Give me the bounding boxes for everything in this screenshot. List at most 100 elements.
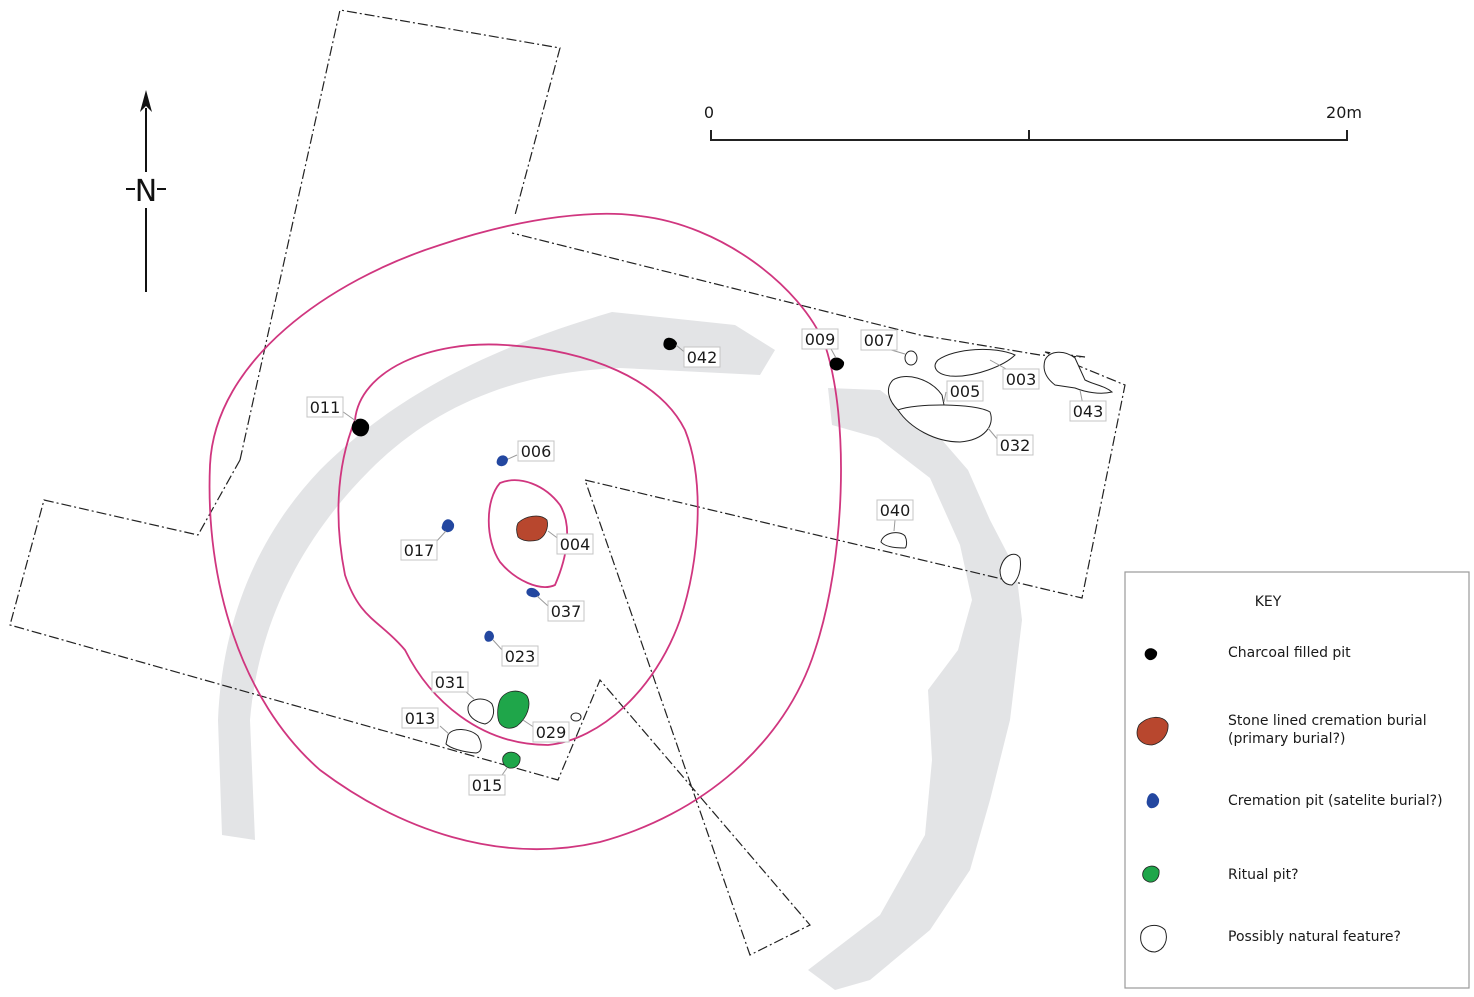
feature-label-text: 043 [1073,402,1104,421]
key-label-burial-line2: (primary burial?) [1228,731,1345,747]
feature-label: 011 [306,396,344,418]
feature-label-box [876,499,914,521]
natural-outlines [445,348,1114,754]
feature-label: 023 [501,645,539,667]
feature-label-text: 037 [551,602,582,621]
feature-032-outline [897,404,992,443]
feature-label: 009 [801,328,839,350]
feature-label-box [1069,400,1107,422]
feature-label-box [801,328,839,350]
feature-label-text: 013 [405,709,436,728]
north-arrow: N [126,90,166,292]
key-label-cremation: Cremation pit (satelite burial?) [1228,793,1443,809]
key-box [1124,571,1470,989]
feature-label-box [946,380,984,402]
feature-label-box [431,671,469,693]
rings [208,212,842,851]
feature-label-box [860,329,898,351]
feature-label-box [683,346,721,368]
middle-ring [337,343,699,746]
key-cremation-icon [1146,793,1160,809]
pit-015 [502,751,521,769]
feature-label: 037 [547,600,585,622]
feature-label: 004 [556,533,594,555]
pit-006 [496,455,508,467]
feature-label: 005 [946,380,984,402]
feature-label-box [556,533,594,555]
feature-small-natural [570,712,582,722]
key-charcoal-icon [1144,648,1158,661]
trench-north [239,9,561,461]
key-label-ritual: Ritual pit? [1228,867,1299,883]
key-label-burial-line1: Stone lined cremation burial [1228,713,1427,729]
feature-label: 042 [683,346,721,368]
filled-pits [351,337,845,769]
key-label-natural: Possibly natural feature? [1228,929,1401,945]
feature-043-outline [1043,351,1114,394]
feature-040-outline [880,532,908,549]
feature-label-text: 004 [560,535,591,554]
feature-label: 029 [532,721,570,743]
inner-ring [487,479,569,588]
feature-label-box [547,600,585,622]
feature-label-text: 011 [310,398,341,417]
feature-label-box [468,774,506,796]
feature-label: 013 [401,707,439,729]
feature-label-text: 017 [404,541,435,560]
pit-042 [663,337,677,351]
feature-labels: 011 042 009 007 005 003 043 032 006 017 004 037 023 0… [306,328,1107,796]
pit-017 [441,519,455,533]
feature-label: 003 [1002,368,1040,390]
feature-label: 043 [1069,400,1107,422]
feature-label-text: 006 [521,442,552,461]
feature-label-box [996,434,1034,456]
feature-label-text: 040 [880,501,911,520]
pit-037 [526,587,540,598]
feature-label-text: 029 [536,723,567,742]
feature-label-text: 042 [687,348,718,367]
feature-007-outline [904,350,918,366]
feature-label: 031 [431,671,469,693]
feature-label-text: 007 [864,331,895,350]
feature-label-box [401,707,439,729]
key-ritual-icon [1142,865,1160,883]
feature-label-text: 032 [1000,436,1031,455]
key-natural-icon [1140,924,1167,953]
feature-label-box [306,396,344,418]
feature-label-box [400,539,438,561]
feature-label-text: 009 [805,330,836,349]
feature-label-box [517,440,555,462]
pit-011 [351,418,370,437]
north-letter-bg [134,172,158,208]
feature-label: 015 [468,774,506,796]
pit-009 [829,357,845,371]
feature-label: 006 [517,440,555,462]
feature-label-text: 023 [505,647,536,666]
feature-label-text: 005 [950,382,981,401]
key-burial-icon [1136,716,1169,746]
outer-ring [208,212,842,851]
pit-023 [484,630,494,642]
scale-bar-start-label: 0 [704,103,714,122]
pit-029 [497,690,530,729]
feature-label: 040 [876,499,914,521]
feature-label: 007 [860,329,898,351]
scale-bar-end-label: 20m [1326,103,1362,122]
ditch-natural-outline [999,553,1021,586]
feature-label: 032 [996,434,1034,456]
feature-label: 017 [400,539,438,561]
feature-031-outline [467,698,495,725]
feature-label-box [532,721,570,743]
north-letter: N [135,174,157,209]
feature-013-outline [445,729,482,754]
north-arrow-head-icon [140,90,152,112]
key-title: KEY [1255,594,1282,610]
feature-label-text: 015 [472,776,503,795]
feature-label-text: 031 [435,673,466,692]
key-label-charcoal: Charcoal filled pit [1228,645,1351,661]
feature-label-text: 003 [1006,370,1037,389]
feature-label-box [1002,368,1040,390]
scale-bar: 0 20m [704,103,1362,141]
feature-003-outline [934,348,1016,377]
